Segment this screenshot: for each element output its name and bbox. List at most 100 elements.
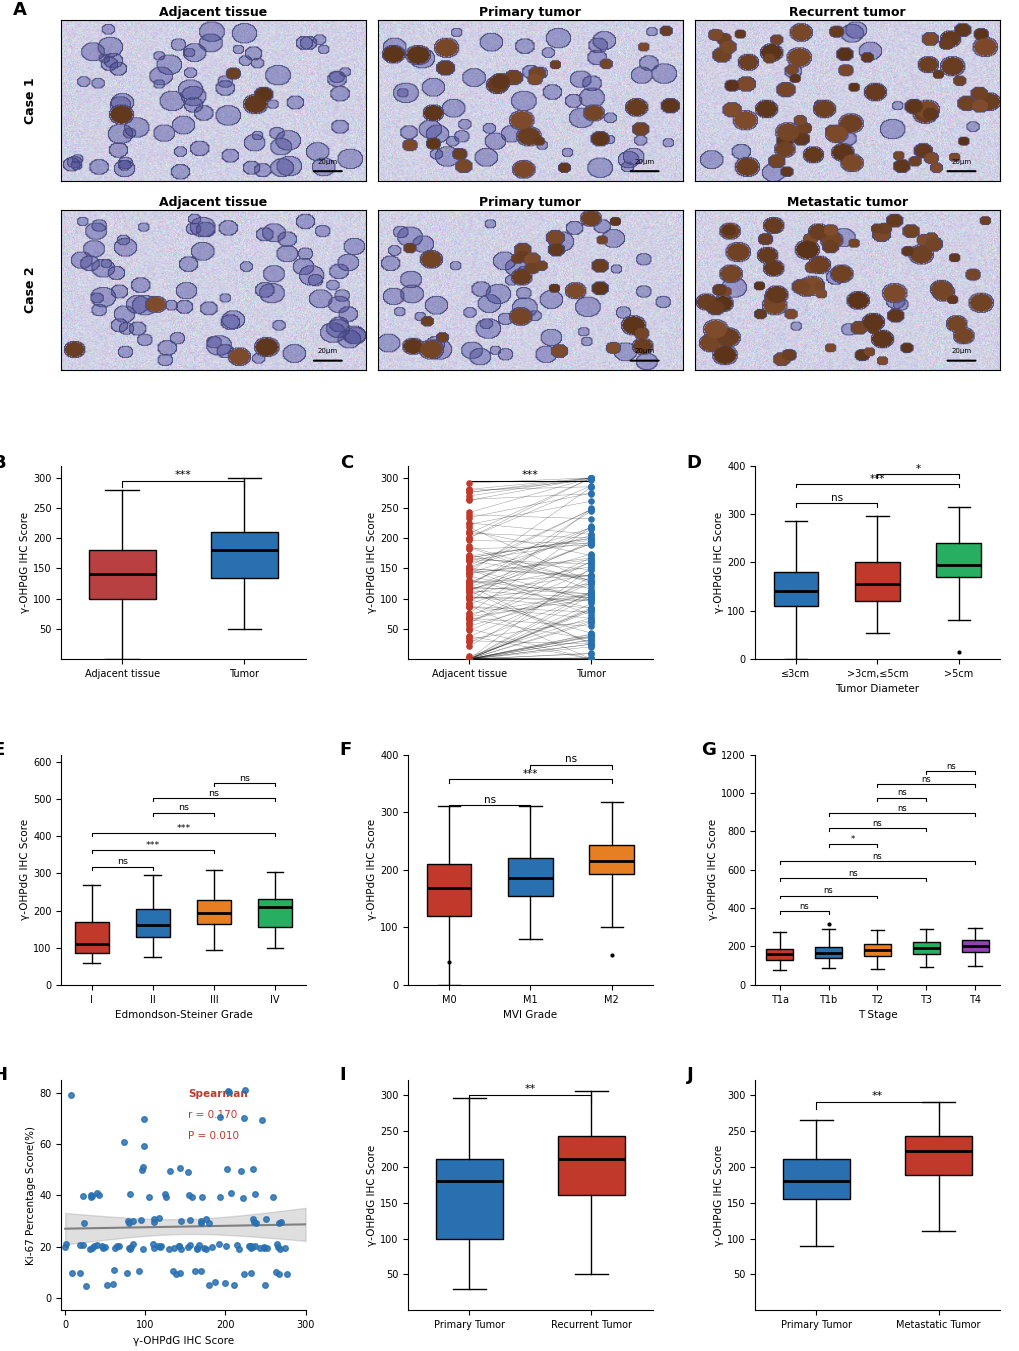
X-axis label: γ-OHPdG IHC Score: γ-OHPdG IHC Score <box>132 1336 233 1346</box>
Point <box>583 648 599 670</box>
Point <box>461 648 477 670</box>
Point <box>461 513 477 535</box>
Y-axis label: γ-OHPdG IHC Score: γ-OHPdG IHC Score <box>367 512 377 613</box>
Point <box>583 490 599 512</box>
Point <box>583 648 599 670</box>
Point <box>583 528 599 550</box>
Point <box>120 1210 137 1232</box>
Point <box>124 1209 141 1231</box>
Point <box>583 589 599 611</box>
Point <box>461 562 477 584</box>
Text: *: * <box>915 463 920 474</box>
Point <box>583 576 599 597</box>
Point <box>583 558 599 580</box>
Point <box>461 605 477 627</box>
Point <box>583 630 599 651</box>
Point <box>583 476 599 497</box>
Point <box>135 1238 151 1259</box>
Point <box>219 1081 235 1102</box>
Point <box>583 546 599 567</box>
Point <box>583 563 599 585</box>
Point <box>254 1109 270 1131</box>
PathPatch shape <box>863 944 890 957</box>
Point <box>461 648 477 670</box>
Point <box>271 1239 287 1260</box>
Point <box>583 516 599 538</box>
Point <box>461 648 477 670</box>
Point <box>211 1233 227 1255</box>
Point <box>583 647 599 669</box>
Point <box>583 585 599 607</box>
Point <box>271 1212 287 1233</box>
Point <box>109 1235 125 1256</box>
Point <box>78 1275 95 1297</box>
Point <box>461 648 477 670</box>
Point <box>583 608 599 630</box>
Point <box>583 534 599 555</box>
Point <box>583 589 599 611</box>
Point <box>63 1085 79 1106</box>
Point <box>461 648 477 670</box>
Point <box>179 1161 196 1182</box>
Text: 20μm: 20μm <box>317 159 337 165</box>
Point <box>196 1238 212 1259</box>
Point <box>583 565 599 586</box>
Point <box>240 1235 257 1256</box>
Point <box>97 1236 113 1258</box>
Point <box>461 648 477 670</box>
Point <box>583 499 599 520</box>
Text: ns: ns <box>483 794 495 805</box>
X-axis label: MVI Grade: MVI Grade <box>502 1011 557 1020</box>
Point <box>583 626 599 647</box>
Point <box>461 615 477 636</box>
Y-axis label: γ-OHPdG IHC Score: γ-OHPdG IHC Score <box>20 819 31 920</box>
Point <box>243 1262 259 1283</box>
Point <box>461 648 477 670</box>
Point <box>269 1236 285 1258</box>
PathPatch shape <box>89 550 156 598</box>
Point <box>204 1236 220 1258</box>
Text: ns: ns <box>847 869 857 878</box>
Point <box>583 588 599 609</box>
Point <box>583 482 599 504</box>
Point <box>461 592 477 613</box>
Point <box>193 1210 209 1232</box>
Point <box>583 597 599 619</box>
Text: ***: *** <box>522 769 538 778</box>
Point <box>461 489 477 511</box>
Point <box>583 580 599 601</box>
Point <box>461 593 477 615</box>
Point <box>583 535 599 557</box>
Point <box>461 648 477 670</box>
Point <box>583 482 599 504</box>
Point <box>583 499 599 520</box>
Point <box>583 571 599 593</box>
Point <box>461 530 477 551</box>
Point <box>63 1262 79 1283</box>
Point <box>461 596 477 617</box>
PathPatch shape <box>961 940 987 952</box>
Point <box>461 481 477 503</box>
Point <box>180 1183 197 1205</box>
Point <box>461 501 477 523</box>
Point <box>583 549 599 570</box>
Point <box>461 558 477 580</box>
Point <box>461 555 477 577</box>
Point <box>583 634 599 655</box>
Point <box>461 571 477 593</box>
PathPatch shape <box>197 900 230 924</box>
Point <box>583 557 599 578</box>
Point <box>235 1186 252 1208</box>
Point <box>461 550 477 571</box>
Point <box>268 1233 284 1255</box>
PathPatch shape <box>814 947 841 958</box>
PathPatch shape <box>589 846 634 874</box>
Point <box>146 1238 162 1259</box>
Text: ns: ns <box>945 762 955 770</box>
Point <box>461 608 477 630</box>
Point <box>461 562 477 584</box>
Point <box>583 527 599 549</box>
Point <box>583 500 599 521</box>
Text: ns: ns <box>177 804 189 812</box>
Point <box>583 626 599 647</box>
